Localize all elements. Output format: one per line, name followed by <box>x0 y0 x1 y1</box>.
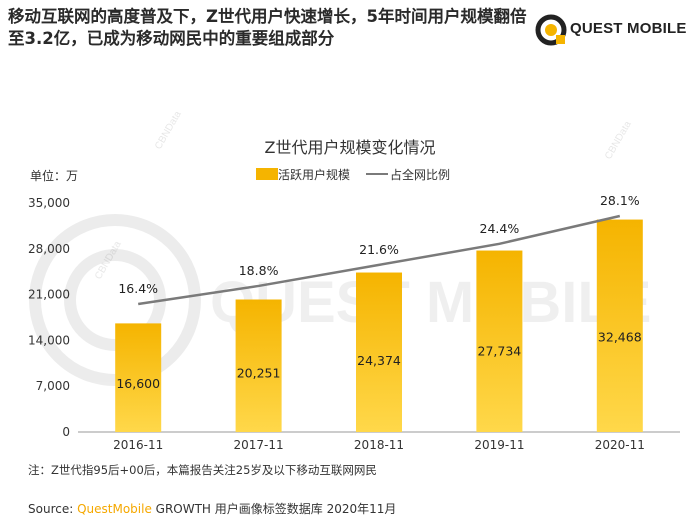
legend-item-line: 占全网比例 <box>366 166 450 183</box>
logo-text: QUEST MOBILE <box>570 20 687 37</box>
bar-value-label: 16,600 <box>116 376 160 391</box>
y-tick-label: 0 <box>62 425 70 439</box>
source-line: Source: QuestMobile GROWTH 用户画像标签数据库 202… <box>28 500 396 517</box>
legend-swatch-line <box>366 173 388 175</box>
ratio-label: 16.4% <box>118 281 158 296</box>
bar-value-label: 32,468 <box>598 329 642 344</box>
bar <box>115 323 162 432</box>
x-tick-label: 2018-11 <box>354 438 404 452</box>
ratio-label: 28.1% <box>600 193 640 208</box>
bar-value-label: 27,734 <box>478 343 522 358</box>
x-tick-label: 2016-11 <box>113 438 163 452</box>
questmobile-ring-icon <box>535 14 567 46</box>
y-tick-label: 35,000 <box>28 196 70 210</box>
y-tick-label: 21,000 <box>28 288 70 302</box>
bar-value-label: 20,251 <box>237 365 281 380</box>
chart-title: Z世代用户规模变化情况 <box>264 138 436 157</box>
legend-label-bars: 活跃用户规模 <box>278 168 351 182</box>
bar <box>476 250 523 432</box>
y-tick-label: 14,000 <box>28 333 70 347</box>
legend-swatch-bar <box>256 168 278 180</box>
source-prefix: Source: <box>28 502 78 516</box>
ratio-label: 18.8% <box>239 263 279 278</box>
source-brand: QuestMobile <box>77 502 152 516</box>
bar <box>596 219 643 432</box>
bar <box>235 299 282 432</box>
headline: 移动互联网的高度普及下，Z世代用户快速增长，5年时间用户规模翻倍至3.2亿，已成… <box>8 7 527 48</box>
y-tick-label: 28,000 <box>28 242 70 256</box>
x-tick-label: 2019-11 <box>474 438 524 452</box>
x-tick-label: 2017-11 <box>234 438 284 452</box>
footnote: 注：Z世代指95后+00后，本篇报告关注25岁及以下移动互联网网民 <box>28 463 377 477</box>
ratio-label: 21.6% <box>359 242 399 257</box>
unit-label: 单位：万 <box>30 169 79 183</box>
y-tick-label: 7,000 <box>36 379 70 393</box>
ratio-label: 24.4% <box>480 221 520 236</box>
ratio-line <box>138 214 621 306</box>
bar-value-label: 24,374 <box>357 353 401 368</box>
bar <box>356 272 402 432</box>
source-rest: GROWTH 用户画像标签数据库 2020年11月 <box>151 502 397 516</box>
questmobile-logo: QUEST MOBILE <box>534 10 694 50</box>
x-tick-label: 2020-11 <box>595 438 645 452</box>
legend-item-bars: 活跃用户规模 <box>256 166 350 183</box>
legend-label-line: 占全网比例 <box>390 168 451 182</box>
